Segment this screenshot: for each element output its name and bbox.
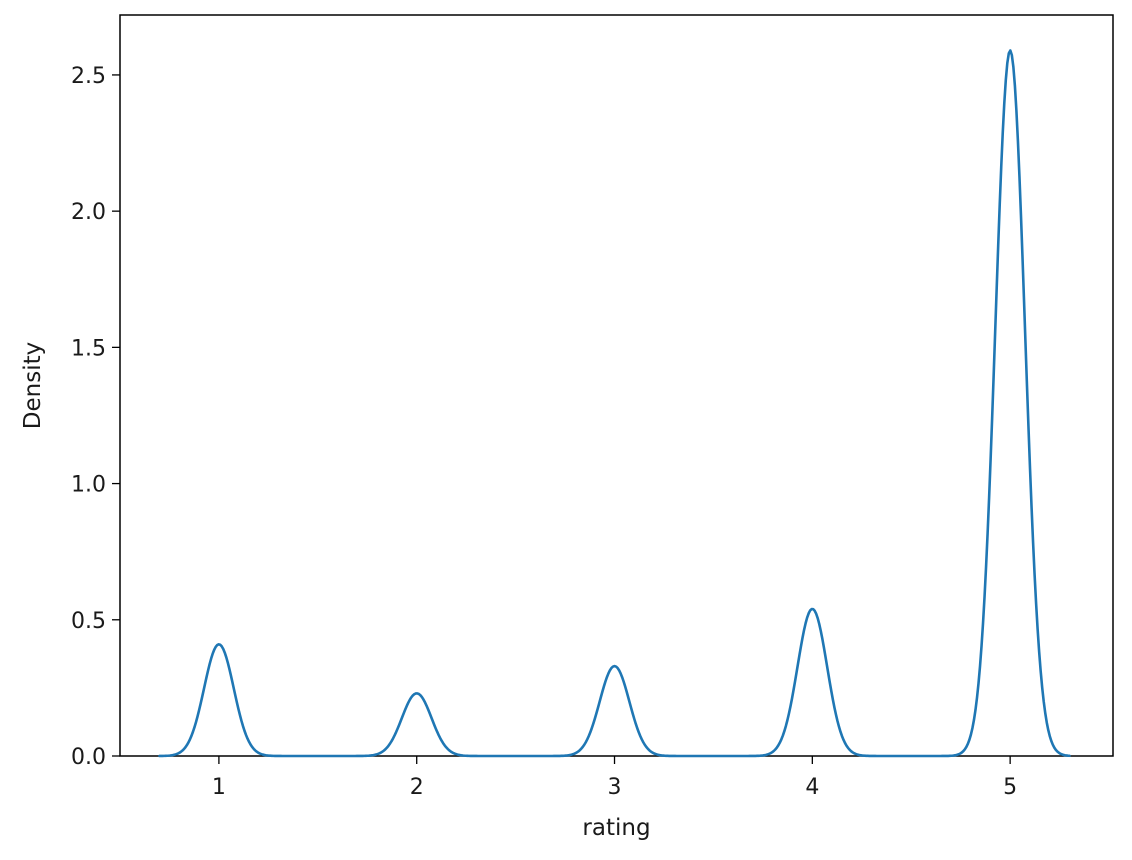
series-layer: [158, 49, 1071, 758]
y-tick-label: 0.0: [71, 745, 106, 770]
y-tick-label: 1.0: [71, 473, 106, 498]
y-axis-ticks: 0.0 0.5 1.0 1.5 2.0 2.5: [71, 64, 120, 770]
y-tick-label: 2.5: [71, 64, 106, 89]
x-axis-label: rating: [582, 815, 650, 841]
x-tick-label: 1: [212, 775, 226, 800]
density-line: [158, 49, 1071, 758]
x-tick-label: 3: [608, 775, 622, 800]
x-tick-label: 2: [410, 775, 424, 800]
x-axis-ticks: 1 2 3 4 5: [212, 756, 1017, 800]
y-tick-label: 0.5: [71, 609, 106, 634]
y-axis-label: Density: [20, 342, 46, 429]
plot-frame: [119, 14, 1114, 757]
y-tick-label: 2.0: [71, 200, 106, 225]
plot-border: [119, 14, 1114, 757]
x-tick-label: 5: [1003, 775, 1017, 800]
x-tick-label: 4: [805, 775, 819, 800]
y-tick-label: 1.5: [71, 336, 106, 361]
